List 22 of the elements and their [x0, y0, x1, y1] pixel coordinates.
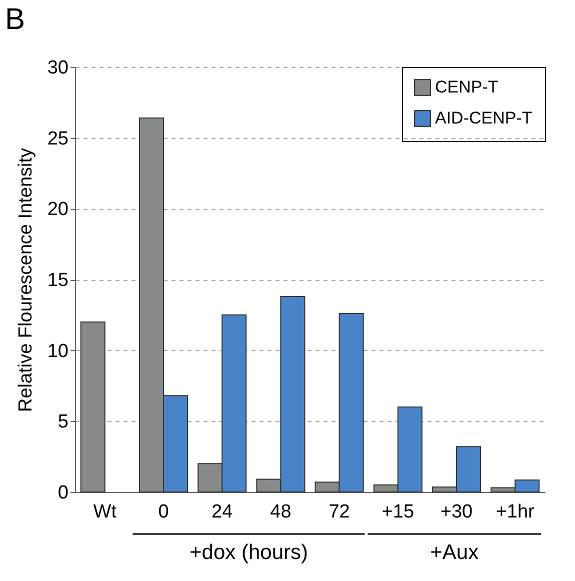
x-tick-label: 48 [270, 502, 292, 522]
text: B [5, 3, 26, 36]
legend-label: CENP-T [435, 78, 498, 96]
y-tick-label: 25 [47, 128, 68, 150]
x-tick-label: 72 [328, 502, 350, 522]
y-tick-label: 5 [58, 412, 68, 433]
text: +Aux [430, 541, 480, 564]
legend-label: AID-CENP-T [435, 108, 532, 128]
y-tick-label: 30 [47, 58, 68, 78]
x-tick-label: Wt [93, 502, 118, 522]
x-tick-label: +1hr [496, 502, 536, 522]
y-tick-label: 15 [47, 270, 68, 291]
y-tick-label: 10 [47, 340, 68, 362]
x-tick-label: +15 [382, 502, 414, 522]
x-tick-label: +30 [440, 502, 473, 522]
x-tick-label: 0 [158, 502, 169, 522]
y-tick-label: 0 [58, 482, 68, 504]
y-tick-label: 20 [47, 199, 68, 220]
text: +dox (hours) [190, 541, 308, 564]
bar [80, 322, 106, 492]
y-axis-title: Relative Flourescence Intensity [15, 147, 36, 412]
x-tick-label: 24 [212, 502, 234, 522]
